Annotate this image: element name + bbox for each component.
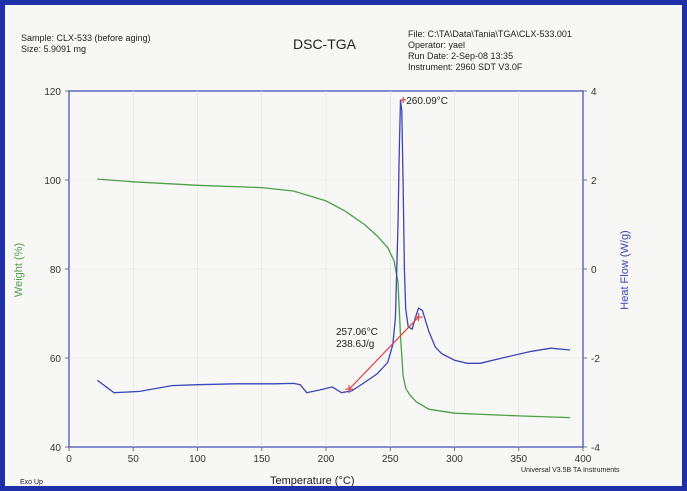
heat-flow-tick-label: 0 (591, 265, 597, 276)
weight-tick-label: 40 (50, 443, 62, 454)
x-tick-label: 300 (446, 454, 463, 465)
x-tick-label: 400 (575, 454, 592, 465)
heat-flow-tick-label: -4 (591, 443, 600, 454)
software-label: Universal V3.5B TA Instruments (521, 467, 620, 474)
weight-axis-label: Weight (%) (13, 243, 25, 297)
enthalpy-label: 238.6J/g (336, 339, 374, 350)
weight-axis-ticks: 40 60 80 100 120 (44, 87, 69, 454)
report-sheet: Sample: CLX-533 (before aging) Size: 5.9… (5, 5, 682, 486)
x-tick-label: 200 (318, 454, 335, 465)
weight-tick-label: 60 (50, 354, 62, 365)
x-tick-label: 100 (189, 454, 206, 465)
gridlines (69, 91, 583, 447)
operator: Operator: yael (408, 40, 466, 50)
x-axis-ticks: 0 50 100 150 200 250 300 350 400 (66, 447, 592, 465)
weight-tick-label: 120 (44, 87, 61, 98)
heat-flow-axis-label: Heat Flow (W/g) (619, 230, 631, 309)
heat-flow-tick-label: 2 (591, 176, 597, 187)
weight-series-line (97, 178, 571, 419)
file-path: File: C:\TA\Data\Tania\TGA\CLX-533.001 (408, 29, 572, 39)
peak-label: 260.09°C (406, 96, 448, 107)
weight-tick-label: 100 (44, 176, 61, 187)
instrument: Instrument: 2960 SDT V3.0F (408, 62, 523, 72)
heat-flow-axis-ticks: -4 -2 0 2 4 (583, 87, 600, 454)
annotation-marks (345, 96, 423, 394)
weight-tick-label: 80 (50, 265, 62, 276)
run-date: Run Date: 2-Sep-08 13:35 (408, 51, 514, 61)
x-tick-label: 350 (510, 454, 527, 465)
heat-flow-tick-label: -2 (591, 354, 600, 365)
sample-size: Size: 5.9091 mg (21, 44, 87, 54)
heat-flow-tick-label: 4 (591, 87, 597, 98)
integration-baseline (348, 316, 419, 390)
sample-info: Sample: CLX-533 (before aging) (21, 33, 151, 43)
x-tick-label: 50 (128, 454, 140, 465)
onset-label: 257.06°C (336, 327, 378, 338)
heat-flow-series-line (96, 99, 571, 394)
x-tick-label: 150 (253, 454, 270, 465)
x-tick-label: 250 (382, 454, 399, 465)
x-tick-label: 0 (66, 454, 72, 465)
chart-title: DSC-TGA (293, 36, 356, 52)
exo-up-label: Exo Up (20, 479, 43, 486)
x-axis-label: Temperature (°C) (270, 475, 354, 487)
